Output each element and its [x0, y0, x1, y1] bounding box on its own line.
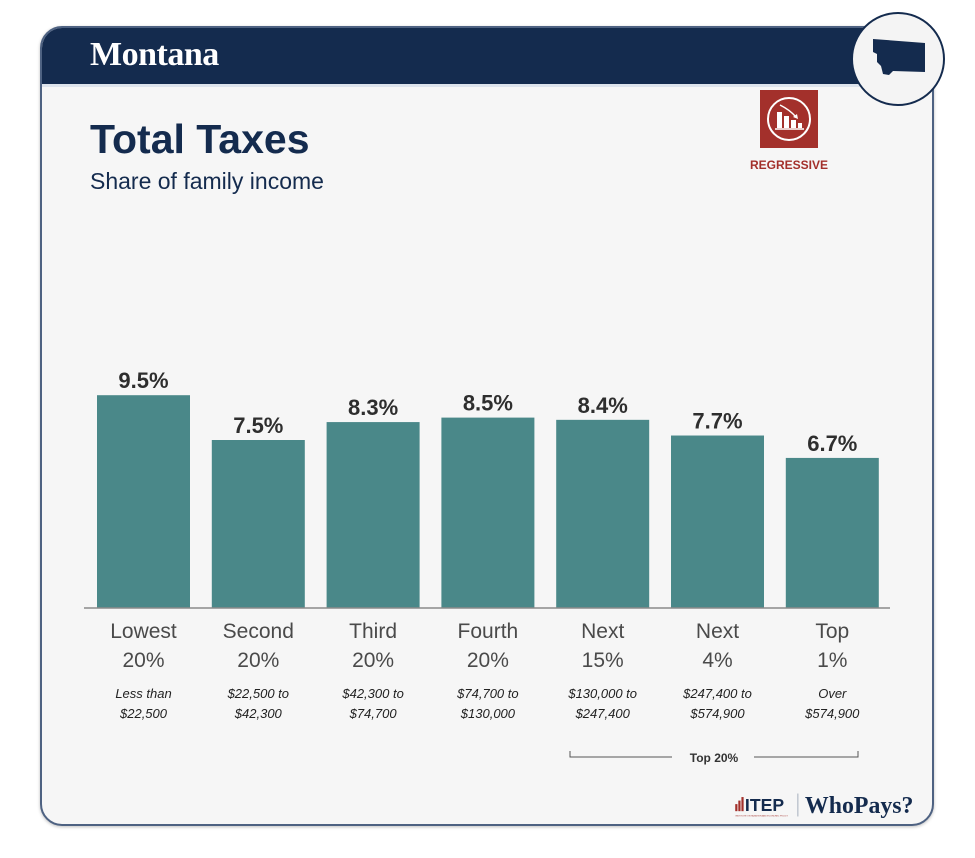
category-label: 20% [352, 649, 394, 672]
category-label: Next [581, 620, 624, 643]
regressive-badge [760, 90, 818, 148]
category-label: Next [696, 620, 739, 643]
bar-fourth-20- [441, 417, 535, 608]
data-label: 6.7% [807, 431, 857, 456]
category-label: 20% [237, 649, 279, 672]
itep-text: ITEP [745, 795, 784, 815]
income-range-label: Over [818, 686, 847, 701]
income-range-label: $247,400 [575, 706, 631, 721]
category-label: Third [349, 620, 397, 643]
data-label: 8.3% [348, 395, 398, 420]
whopays-text: WhoPays? [805, 793, 914, 819]
category-label: 4% [702, 649, 732, 672]
income-range-label: $42,300 to [341, 686, 403, 701]
state-name: Montana [90, 36, 219, 73]
income-range-label: $74,700 [349, 706, 398, 721]
chart-subtitle: Share of family income [90, 168, 324, 194]
category-label: Second [223, 620, 294, 643]
bar-second-20- [211, 440, 305, 608]
data-label: 8.5% [463, 391, 513, 416]
income-range-label: $574,900 [689, 706, 745, 721]
income-range-label: $574,900 [804, 706, 860, 721]
income-range-label: $130,000 to [567, 686, 637, 701]
bar-top-1- [785, 457, 879, 608]
category-label: 1% [817, 649, 847, 672]
regressive-chart-icon [767, 97, 811, 141]
itep-bar-icon [735, 804, 738, 812]
chart-title: Total Taxes [90, 116, 310, 162]
bar-next-15- [556, 419, 650, 608]
income-range-label: $42,300 [234, 706, 283, 721]
regressive-label: REGRESSIVE [749, 158, 829, 172]
data-label: 7.7% [692, 409, 742, 434]
top-20-bracket: Top 20% [569, 751, 859, 765]
montana-state-icon [873, 39, 925, 75]
income-range-label: $74,700 to [456, 686, 518, 701]
bar-lowest-20- [97, 395, 190, 608]
bracket-label: Top 20% [690, 751, 739, 765]
category-label: 15% [582, 649, 624, 672]
state-header: Montana [42, 28, 932, 87]
category-label: 20% [122, 649, 164, 672]
category-label: Lowest [110, 620, 177, 643]
income-range-label: $22,500 to [227, 686, 289, 701]
category-label: Fourth [458, 620, 519, 643]
data-label: 8.4% [578, 393, 628, 418]
bar-next-4- [671, 435, 764, 608]
itep-whopays-logo: ITEP INSTITUTE ON TAXATION AND ECONOMIC … [735, 793, 914, 819]
income-range-label: Less than [115, 686, 171, 701]
itep-subtext: INSTITUTE ON TAXATION AND ECONOMIC POLIC… [735, 814, 788, 817]
income-range-label: $22,500 [119, 706, 168, 721]
income-range-label: $130,000 [460, 706, 516, 721]
income-range-label: $247,400 to [682, 686, 752, 701]
state-map-badge [851, 12, 945, 106]
bar-third-20- [326, 422, 420, 608]
data-label: 7.5% [233, 413, 283, 438]
category-label: 20% [467, 649, 509, 672]
data-label: 9.5% [118, 368, 168, 393]
category-label: Top [815, 620, 849, 643]
